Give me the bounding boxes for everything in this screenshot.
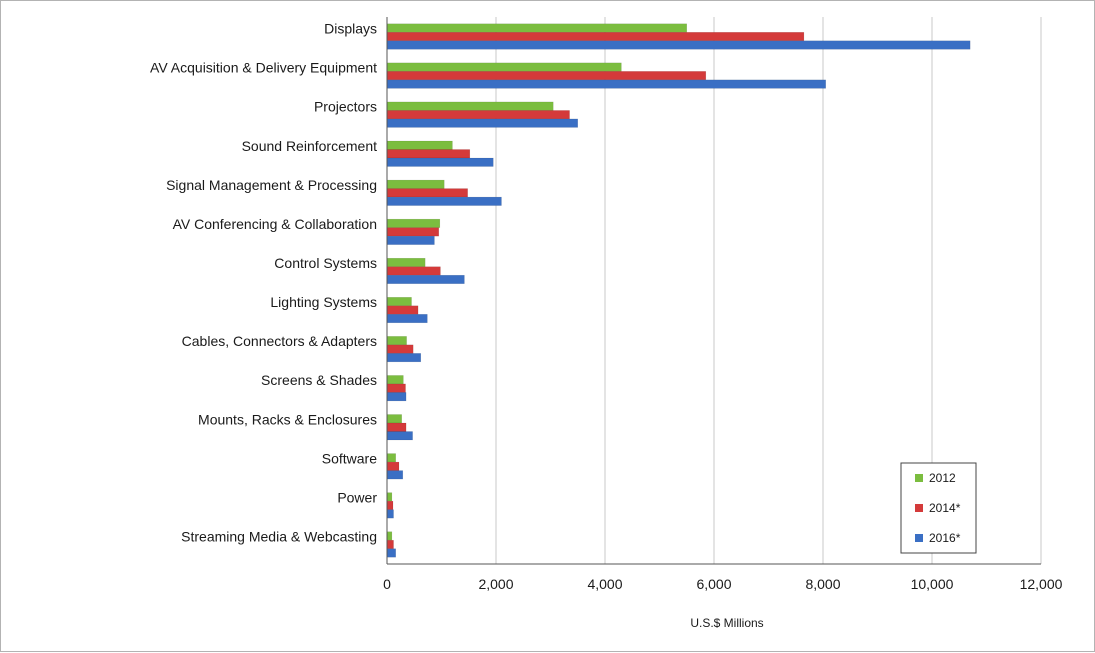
bar-9-series-3: [386, 353, 422, 363]
category-label-14: Streaming Media & Webcasting: [181, 528, 377, 544]
category-label-11: Mounts, Racks & Enclosures: [198, 411, 377, 427]
bars: [386, 23, 971, 558]
bar-6-series-1: [386, 218, 441, 228]
x-tick-label-2: 4,000: [587, 576, 622, 592]
category-label-12: Software: [322, 450, 377, 466]
bar-13-series-1: [386, 492, 393, 502]
bar-5-series-3: [386, 196, 502, 206]
bar-14-series-2: [386, 539, 394, 549]
legend: 2012 2014* 2016*: [900, 462, 977, 554]
bar-10-series-1: [386, 375, 404, 385]
category-label-4: Sound Reinforcement: [242, 138, 378, 154]
x-tick-label-4: 8,000: [805, 576, 840, 592]
category-label-13: Power: [337, 489, 377, 505]
gridlines: [495, 17, 1042, 564]
bar-4-series-3: [386, 157, 494, 167]
category-label-1: Displays: [324, 21, 377, 37]
bar-8-series-3: [386, 314, 428, 324]
x-axis-title: U.S.$ Millions: [690, 616, 763, 630]
x-tick-label-1: 2,000: [478, 576, 513, 592]
bar-11-series-2: [386, 422, 407, 432]
legend-box: [900, 462, 977, 554]
bar-4-series-2: [386, 149, 471, 159]
legend-swatch-2: [915, 504, 923, 512]
bar-1-series-1: [386, 23, 687, 33]
bar-11-series-3: [386, 431, 413, 441]
category-label-3: Projectors: [314, 99, 377, 115]
bar-7-series-3: [386, 274, 465, 284]
bar-3-series-3: [386, 118, 578, 128]
bar-14-series-3: [386, 548, 396, 558]
category-label-7: Control Systems: [274, 255, 377, 271]
x-tick-labels: 0 2,000 4,000 6,000 8,000 10,000 12,000: [383, 576, 1063, 592]
legend-label-1: 2012: [929, 471, 956, 485]
legend-swatch-3: [915, 534, 923, 542]
bar-7-series-2: [386, 266, 441, 276]
bar-11-series-1: [386, 414, 402, 424]
category-label-9: Cables, Connectors & Adapters: [182, 333, 377, 349]
bar-13-series-3: [386, 509, 394, 519]
bar-8-series-2: [386, 305, 419, 315]
bar-2-series-2: [386, 71, 707, 81]
bar-6-series-2: [386, 227, 440, 237]
category-label-2: AV Acquisition & Delivery Equipment: [150, 60, 377, 76]
legend-swatch-1: [915, 474, 923, 482]
bar-5-series-2: [386, 188, 468, 198]
bar-8-series-1: [386, 297, 412, 307]
legend-label-2: 2014*: [929, 501, 961, 515]
x-tick-label-0: 0: [383, 576, 391, 592]
bar-2-series-1: [386, 62, 622, 72]
bar-13-series-2: [386, 500, 394, 510]
bar-12-series-2: [386, 461, 400, 471]
category-label-8: Lighting Systems: [270, 294, 377, 310]
bar-5-series-1: [386, 179, 445, 189]
bar-4-series-1: [386, 140, 453, 150]
legend-label-3: 2016*: [929, 531, 961, 545]
bar-6-series-3: [386, 235, 435, 245]
bar-12-series-1: [386, 453, 396, 463]
x-tick-label-3: 6,000: [696, 576, 731, 592]
category-label-5: Signal Management & Processing: [166, 177, 377, 193]
bar-12-series-3: [386, 470, 404, 480]
category-label-10: Screens & Shades: [261, 372, 377, 388]
bar-2-series-3: [386, 79, 826, 89]
category-label-6: AV Conferencing & Collaboration: [173, 216, 377, 232]
bar-3-series-1: [386, 101, 554, 111]
bar-7-series-1: [386, 257, 426, 267]
bar-3-series-2: [386, 110, 570, 120]
bar-1-series-2: [386, 32, 805, 42]
bar-9-series-2: [386, 344, 414, 354]
x-tick-label-6: 12,000: [1020, 576, 1063, 592]
bar-9-series-1: [386, 336, 407, 346]
category-labels: Displays AV Acquisition & Delivery Equipm…: [150, 21, 377, 545]
x-tick-label-5: 10,000: [911, 576, 954, 592]
bar-10-series-2: [386, 383, 406, 393]
bar-1-series-3: [386, 40, 971, 50]
bar-14-series-1: [386, 531, 393, 541]
bar-10-series-3: [386, 392, 407, 402]
